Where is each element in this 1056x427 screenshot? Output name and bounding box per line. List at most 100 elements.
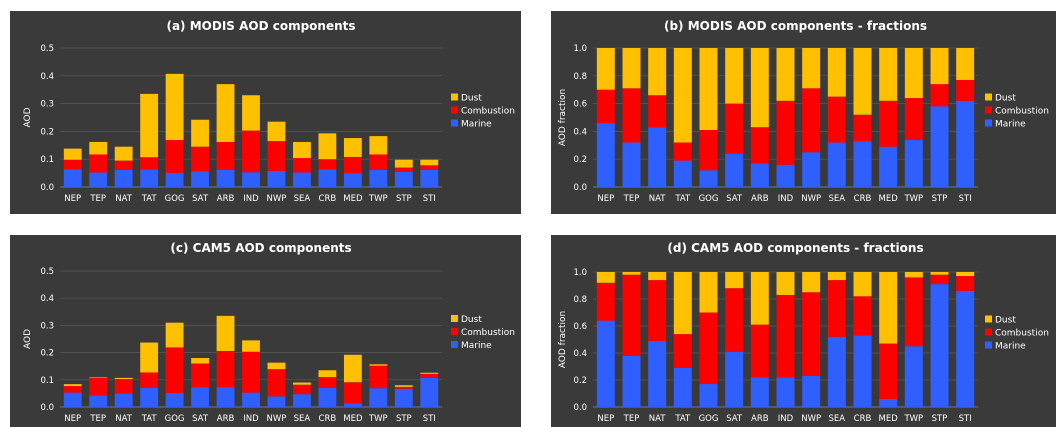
bar-dust-nwp (268, 122, 286, 141)
legend-swatch-dust (451, 94, 458, 101)
bar-combustion-arb (217, 351, 235, 387)
bar-marine-sat (191, 171, 209, 187)
bar-dust-gog (700, 48, 718, 130)
bar-marine-crb (854, 335, 872, 407)
bar-dust-gog (166, 74, 184, 140)
bar-dust-nat (115, 378, 133, 379)
bar-combustion-tep (89, 154, 107, 172)
bar-marine-sat (725, 352, 743, 407)
bar-combustion-gog (700, 130, 718, 170)
x-tick-label: GOG (165, 194, 185, 204)
bar-marine-nat (115, 393, 133, 407)
bar-dust-crb (318, 133, 336, 159)
bar-dust-arb (751, 48, 769, 127)
bar-marine-twp (369, 388, 387, 407)
x-tick-label: CRB (854, 194, 872, 204)
y-tick-label: 0.2 (573, 155, 587, 165)
y-tick-label: 0.2 (40, 349, 54, 359)
x-tick-label: NAT (649, 194, 667, 204)
bar-marine-gog (166, 173, 184, 187)
bar-dust-med (344, 138, 362, 157)
bar-combustion-nat (648, 95, 666, 127)
x-tick-label: NAT (115, 414, 133, 424)
x-tick-label: NEP (597, 194, 614, 204)
legend-swatch-combustion (451, 107, 458, 114)
x-tick-label: TEP (623, 194, 640, 204)
y-tick-label: 1.0 (573, 44, 587, 54)
x-tick-label: IND (778, 414, 794, 424)
bar-combustion-crb (318, 377, 336, 388)
bar-dust-nat (115, 147, 133, 161)
bar-marine-nep (64, 393, 82, 407)
bar-marine-tep (89, 173, 107, 187)
bar-marine-twp (905, 140, 923, 187)
bar-combustion-ind (242, 352, 260, 393)
bar-combustion-tep (623, 275, 641, 356)
x-tick-label: NWP (267, 194, 287, 204)
bar-dust-tep (623, 48, 641, 88)
bar-marine-nat (648, 341, 666, 407)
x-tick-label: NEP (64, 414, 81, 424)
bar-dust-arb (217, 84, 235, 142)
x-tick-label: ARB (217, 194, 235, 204)
x-tick-label: TWP (368, 414, 388, 424)
x-tick-label: GOG (699, 414, 719, 424)
legend-label-marine: Marine (995, 342, 1026, 352)
chart-title: (b) MODIS AOD components - fractions (664, 19, 927, 33)
bar-marine-ind (777, 377, 795, 407)
bar-dust-nwp (802, 272, 820, 292)
bar-marine-tep (623, 143, 641, 187)
bar-combustion-stp (931, 275, 949, 284)
bar-dust-nep (597, 48, 615, 90)
bar-combustion-gog (700, 313, 718, 385)
legend-label-marine: Marine (995, 120, 1026, 130)
bar-marine-sat (191, 387, 209, 407)
bar-dust-stp (395, 160, 413, 168)
legend-swatch-dust (985, 94, 992, 101)
x-tick-label: SEA (294, 194, 311, 204)
bar-marine-gog (166, 393, 184, 407)
bar-dust-nwp (802, 48, 820, 88)
bar-marine-sea (293, 394, 311, 407)
legend-swatch-dust (985, 316, 992, 323)
chart-panel-b: (b) MODIS AOD components - fractions 0.0 0… (551, 11, 1056, 214)
chart-panel-d: (d) CAM5 AOD components - fractions 0.0 0.… (551, 235, 1056, 427)
x-tick-label: STP (396, 414, 412, 424)
bar-combustion-stp (395, 168, 413, 172)
x-tick-label: GOG (165, 414, 185, 424)
bar-combustion-sti (420, 374, 438, 378)
x-tick-label: STI (959, 414, 972, 424)
bar-dust-sti (420, 373, 438, 374)
legend-label-marine: Marine (461, 120, 492, 130)
bar-combustion-sea (293, 158, 311, 172)
bar-marine-sti (956, 101, 974, 187)
bar-dust-sea (828, 272, 846, 280)
bar-marine-nep (64, 169, 82, 187)
bar-marine-nat (648, 127, 666, 187)
bar-combustion-sti (420, 165, 438, 169)
x-tick-label: CRB (319, 414, 337, 424)
x-tick-label: MED (879, 414, 899, 424)
bar-dust-stp (395, 385, 413, 387)
bar-marine-nep (597, 321, 615, 407)
x-tick-label: CRB (854, 414, 872, 424)
bar-dust-tat (674, 272, 692, 334)
x-tick-label: STP (932, 414, 948, 424)
bar-marine-sat (725, 154, 743, 187)
bar-combustion-sti (956, 276, 974, 291)
x-tick-label: MED (343, 414, 363, 424)
bar-dust-gog (166, 323, 184, 348)
bar-combustion-sea (828, 97, 846, 143)
bar-dust-sat (191, 120, 209, 147)
x-tick-label: TWP (368, 194, 388, 204)
bar-combustion-sti (956, 80, 974, 101)
bar-marine-sti (420, 378, 438, 407)
bar-combustion-nwp (802, 292, 820, 376)
x-tick-label: ARB (751, 194, 769, 204)
bar-marine-tat (140, 388, 158, 407)
y-tick-label: 0.8 (573, 72, 587, 82)
x-tick-label: NEP (597, 414, 614, 424)
bar-marine-crb (318, 388, 336, 407)
x-tick-label: NAT (115, 194, 133, 204)
bar-marine-nwp (268, 396, 286, 407)
